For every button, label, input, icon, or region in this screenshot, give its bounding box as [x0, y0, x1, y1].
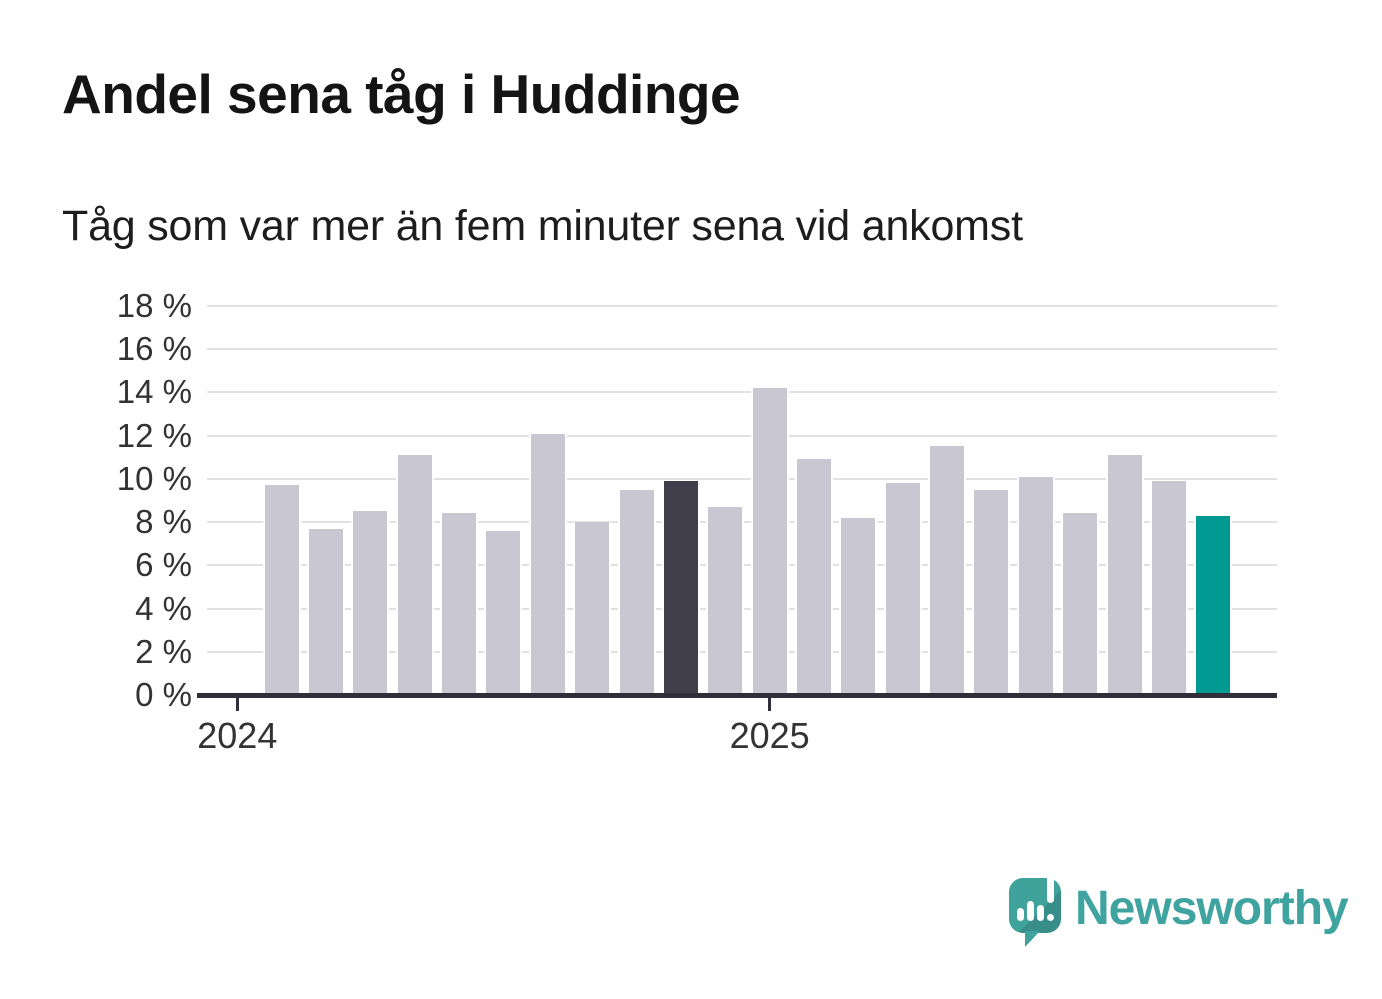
y-axis-label-14: 14 % — [116, 373, 192, 411]
bar-2024-12 — [708, 506, 743, 695]
logo-exclamation-dot — [1047, 914, 1054, 921]
bar-2024-10 — [619, 489, 654, 695]
bar-2024-07 — [486, 530, 521, 695]
logo-exclamation-bar — [1047, 874, 1054, 903]
logo-mini-bar-3 — [1037, 905, 1044, 921]
y-axis-label-16: 16 % — [116, 330, 192, 368]
bar-2025-04 — [885, 483, 920, 695]
chart-title: Andel sena tåg i Huddinge — [62, 63, 741, 125]
bar-2025-08 — [1063, 513, 1098, 695]
bar-2025-05 — [930, 446, 965, 695]
x-axis-label-2025: 2025 — [729, 715, 810, 756]
bar-2025-07 — [1018, 476, 1053, 695]
y-gridline-18 — [207, 305, 1277, 307]
x-axis-line — [197, 693, 1277, 698]
bar-2025-10 — [1151, 481, 1186, 695]
y-axis-label-8: 8 % — [135, 503, 192, 541]
x-tick-2025 — [768, 698, 772, 711]
logo-bubble-tail — [1025, 931, 1040, 947]
bar-2024-06 — [442, 513, 477, 695]
bar-2025-02 — [796, 459, 831, 695]
y-axis-label-0: 0 % — [135, 676, 192, 713]
bar-2024-04 — [353, 511, 388, 695]
bar-2025-09 — [1107, 455, 1142, 695]
newsworthy-speech-bubble-bar-chart-icon — [1009, 874, 1063, 952]
logo-mini-bar-1 — [1017, 908, 1024, 921]
bar-2025-11-accent-highlight — [1196, 515, 1231, 695]
brand-wordmark: Newsworthy — [1075, 882, 1349, 935]
y-gridline-12 — [207, 434, 1277, 437]
y-gridline-10 — [207, 477, 1277, 480]
y-axis-label-4: 4 % — [135, 589, 192, 627]
y-axis-label-12: 12 % — [116, 416, 192, 454]
bar-2024-03 — [309, 528, 344, 695]
bar-2024-09 — [575, 522, 610, 695]
bar-2024-02 — [264, 485, 299, 695]
bar-2024-05 — [397, 455, 432, 695]
y-axis-label-6: 6 % — [135, 546, 192, 584]
newsworthy-logo: Newsworthy — [1009, 874, 1349, 956]
bar-2025-06 — [974, 489, 1009, 695]
y-gridline-16 — [207, 348, 1277, 351]
bar-2025-03 — [841, 517, 876, 695]
y-gridline-14 — [207, 391, 1277, 394]
y-axis-label-2: 2 % — [135, 632, 192, 670]
y-axis-label-18: 18 % — [116, 287, 192, 324]
bar-2025-01 — [752, 388, 787, 695]
y-axis-label-10: 10 % — [116, 459, 192, 497]
bar-2024-11-dark-highlight — [663, 481, 698, 695]
x-tick-2024 — [235, 698, 239, 711]
bar-2024-08 — [530, 433, 565, 695]
logo-mini-bar-2 — [1027, 901, 1034, 921]
chart-subtitle: Tåg som var mer än fem minuter sena vid … — [62, 202, 1023, 250]
x-axis-label-2024: 2024 — [197, 715, 278, 756]
